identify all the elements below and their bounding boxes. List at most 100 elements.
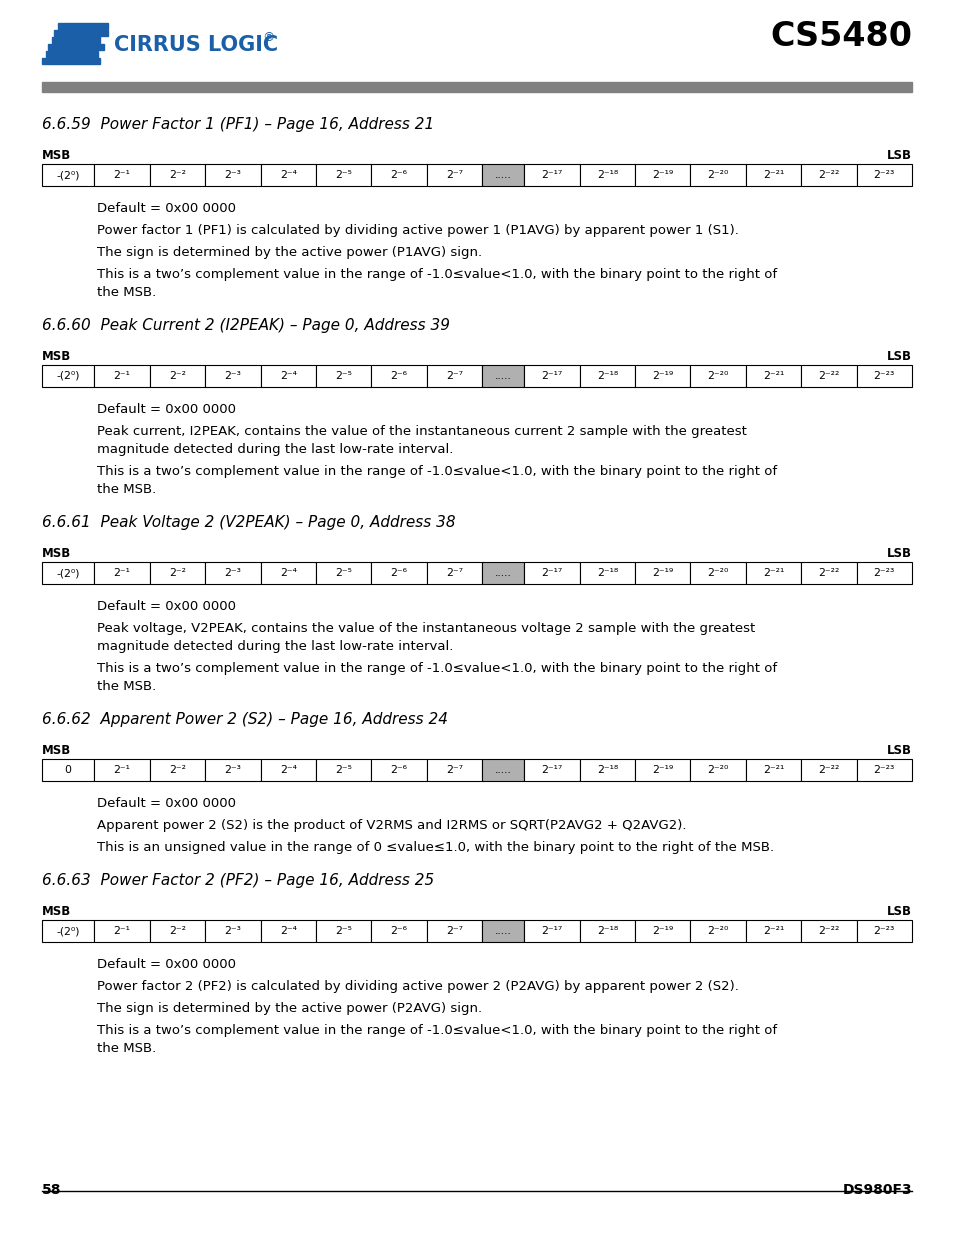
Bar [524,920,579,942]
Bar [260,760,315,781]
Text: 2⁻³: 2⁻³ [224,764,241,776]
Text: This is a two’s complement value in the range of -1.0≤value<1.0, with the binary: This is a two’s complement value in the … [97,466,777,478]
Bar [205,562,260,584]
Text: 2⁻²⁰: 2⁻²⁰ [707,370,728,382]
Text: 2⁻⁷: 2⁻⁷ [445,764,462,776]
Text: Default = 0x00 0000: Default = 0x00 0000 [97,797,235,810]
Text: This is a two’s complement value in the range of -1.0≤value<1.0, with the binary: This is a two’s complement value in the … [97,268,777,282]
Text: 2⁻¹⁹: 2⁻¹⁹ [652,370,673,382]
Text: 2⁻¹⁹: 2⁻¹⁹ [652,764,673,776]
Text: 2⁻¹⁸: 2⁻¹⁸ [597,170,618,180]
Text: 2⁻²¹: 2⁻²¹ [762,170,783,180]
Text: 2⁻¹: 2⁻¹ [113,370,131,382]
Text: 2⁻⁴: 2⁻⁴ [279,568,296,578]
Bar [745,164,801,186]
Text: 2⁻²¹: 2⁻²¹ [762,926,783,936]
Text: LSB: LSB [886,905,911,918]
Bar [315,562,371,584]
Bar [579,920,635,942]
Bar [856,366,911,387]
Text: MSB: MSB [42,547,71,559]
Bar [426,366,481,387]
Text: 2⁻²⁰: 2⁻²⁰ [707,568,728,578]
Text: magnitude detected during the last low-rate interval.: magnitude detected during the last low-r… [97,443,453,456]
Bar [801,164,856,186]
Text: 2⁻⁷: 2⁻⁷ [445,170,462,180]
Text: -(2⁰): -(2⁰) [56,568,80,578]
Text: 2⁻²³: 2⁻²³ [873,170,894,180]
Bar [42,164,94,186]
Bar [52,37,100,43]
Text: Default = 0x00 0000: Default = 0x00 0000 [97,958,235,971]
Bar [801,562,856,584]
Bar [315,366,371,387]
Bar [745,920,801,942]
Text: 2⁻⁵: 2⁻⁵ [335,568,352,578]
Text: 2⁻¹⁸: 2⁻¹⁸ [597,568,618,578]
Text: Default = 0x00 0000: Default = 0x00 0000 [97,203,235,215]
Text: LSB: LSB [886,547,911,559]
Bar [690,366,745,387]
Text: 2⁻¹⁹: 2⁻¹⁹ [652,170,673,180]
Text: 2⁻¹: 2⁻¹ [113,926,131,936]
Bar [371,920,426,942]
Text: DS980F3: DS980F3 [841,1183,911,1197]
Bar [150,760,205,781]
Bar [150,164,205,186]
Bar [42,760,94,781]
Bar [371,366,426,387]
Bar [42,82,911,91]
Text: LSB: LSB [886,149,911,162]
Text: Peak current, I2PEAK, contains the value of the instantaneous current 2 sample w: Peak current, I2PEAK, contains the value… [97,425,746,438]
Text: The sign is determined by the active power (P1AVG) sign.: The sign is determined by the active pow… [97,246,481,259]
Text: 2⁻¹⁹: 2⁻¹⁹ [652,568,673,578]
Text: 2⁻⁴: 2⁻⁴ [279,170,296,180]
Text: -(2⁰): -(2⁰) [56,170,80,180]
Bar [260,164,315,186]
Text: Default = 0x00 0000: Default = 0x00 0000 [97,403,235,416]
Bar [801,366,856,387]
Text: 2⁻⁶: 2⁻⁶ [390,568,407,578]
Text: 58: 58 [42,1183,61,1197]
Text: 2⁻⁷: 2⁻⁷ [445,568,462,578]
Text: This is a two’s complement value in the range of -1.0≤value<1.0, with the binary: This is a two’s complement value in the … [97,1024,777,1037]
Bar [579,562,635,584]
Text: 2⁻³: 2⁻³ [224,370,241,382]
Text: 2⁻²: 2⁻² [169,170,186,180]
Text: LSB: LSB [886,350,911,363]
Text: The sign is determined by the active power (P2AVG) sign.: The sign is determined by the active pow… [97,1002,481,1015]
Bar [260,366,315,387]
Bar [150,920,205,942]
Text: the MSB.: the MSB. [97,483,156,496]
Text: 2⁻⁶: 2⁻⁶ [390,170,407,180]
Bar [94,366,150,387]
Bar [48,44,104,49]
Text: 2⁻²³: 2⁻²³ [873,370,894,382]
Text: 2⁻⁵: 2⁻⁵ [335,370,352,382]
Text: ®: ® [262,32,274,44]
Text: 2⁻¹⁷: 2⁻¹⁷ [540,764,562,776]
Text: 2⁻²³: 2⁻²³ [873,926,894,936]
Bar [42,920,94,942]
Text: 2⁻¹⁸: 2⁻¹⁸ [597,764,618,776]
Text: 2⁻⁴: 2⁻⁴ [279,764,296,776]
Bar [524,760,579,781]
Bar [54,30,108,36]
Text: 2⁻⁴: 2⁻⁴ [279,926,296,936]
Bar [745,366,801,387]
Bar [426,760,481,781]
Text: This is a two’s complement value in the range of -1.0≤value<1.0, with the binary: This is a two’s complement value in the … [97,662,777,676]
Text: 2⁻²¹: 2⁻²¹ [762,370,783,382]
Text: 2⁻¹: 2⁻¹ [113,170,131,180]
Bar [690,760,745,781]
Bar [579,760,635,781]
Text: 2⁻²: 2⁻² [169,764,186,776]
Text: 2⁻¹⁷: 2⁻¹⁷ [540,926,562,936]
Bar [856,920,911,942]
Bar [260,562,315,584]
Text: 2⁻⁷: 2⁻⁷ [445,370,462,382]
Text: LSB: LSB [886,743,911,757]
Bar [579,164,635,186]
Bar [481,920,524,942]
Bar [150,366,205,387]
